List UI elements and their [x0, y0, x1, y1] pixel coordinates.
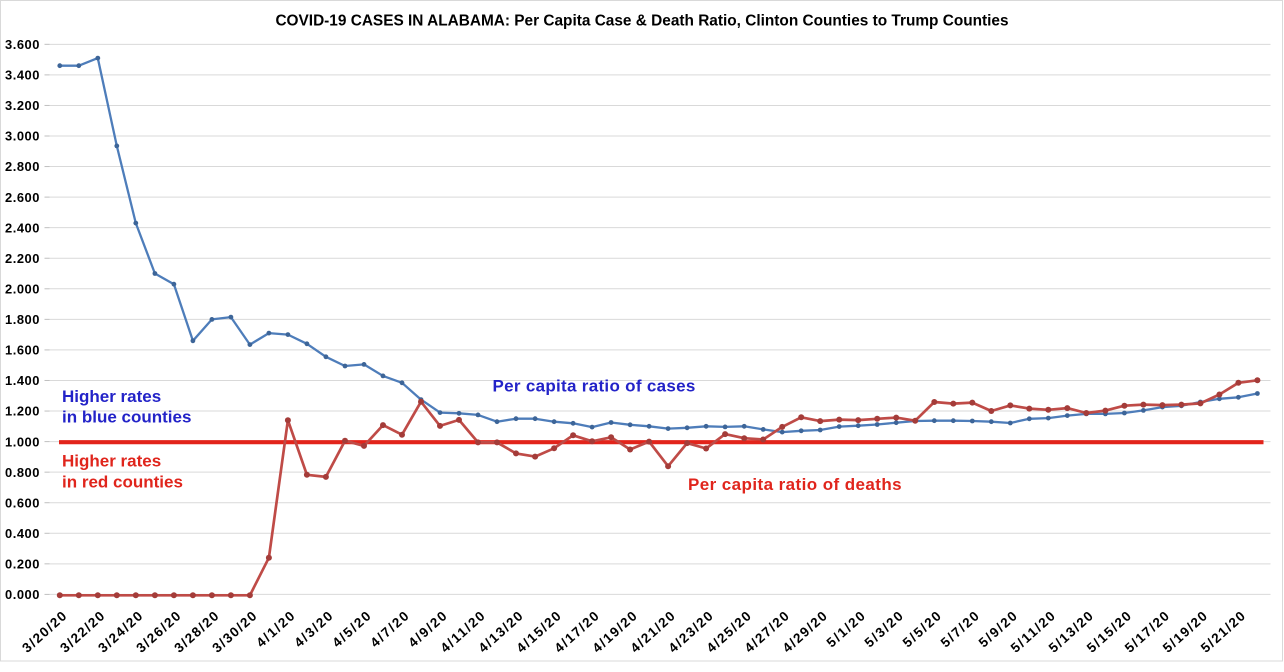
svg-text:2.800: 2.800	[5, 159, 40, 174]
svg-text:1.800: 1.800	[5, 312, 40, 327]
svg-text:3.400: 3.400	[5, 68, 40, 83]
svg-text:3.200: 3.200	[5, 98, 40, 113]
svg-text:0.800: 0.800	[5, 465, 40, 480]
svg-text:Higher rates: Higher rates	[62, 387, 161, 406]
svg-text:2.600: 2.600	[5, 190, 40, 205]
svg-text:2.200: 2.200	[5, 251, 40, 266]
svg-text:Per capita ratio of cases: Per capita ratio of cases	[493, 376, 696, 395]
svg-text:3.600: 3.600	[5, 37, 40, 52]
svg-text:2.000: 2.000	[5, 281, 40, 296]
svg-text:3.000: 3.000	[5, 129, 40, 144]
svg-text:0.600: 0.600	[5, 495, 40, 510]
svg-text:1.600: 1.600	[5, 343, 40, 358]
svg-text:0.200: 0.200	[5, 556, 40, 571]
svg-text:0.000: 0.000	[5, 587, 40, 602]
svg-text:0.400: 0.400	[5, 526, 40, 541]
svg-text:1.000: 1.000	[5, 434, 40, 449]
svg-text:COVID-19 CASES IN ALABAMA: Per: COVID-19 CASES IN ALABAMA: Per Capita Ca…	[275, 12, 1008, 29]
svg-text:Per capita ratio of deaths: Per capita ratio of deaths	[688, 475, 902, 494]
svg-text:2.400: 2.400	[5, 220, 40, 235]
svg-text:1.200: 1.200	[5, 404, 40, 419]
svg-text:Higher rates: Higher rates	[62, 452, 161, 471]
svg-text:in blue counties: in blue counties	[62, 408, 191, 427]
svg-text:in red counties: in red counties	[62, 472, 183, 491]
svg-text:1.400: 1.400	[5, 373, 40, 388]
